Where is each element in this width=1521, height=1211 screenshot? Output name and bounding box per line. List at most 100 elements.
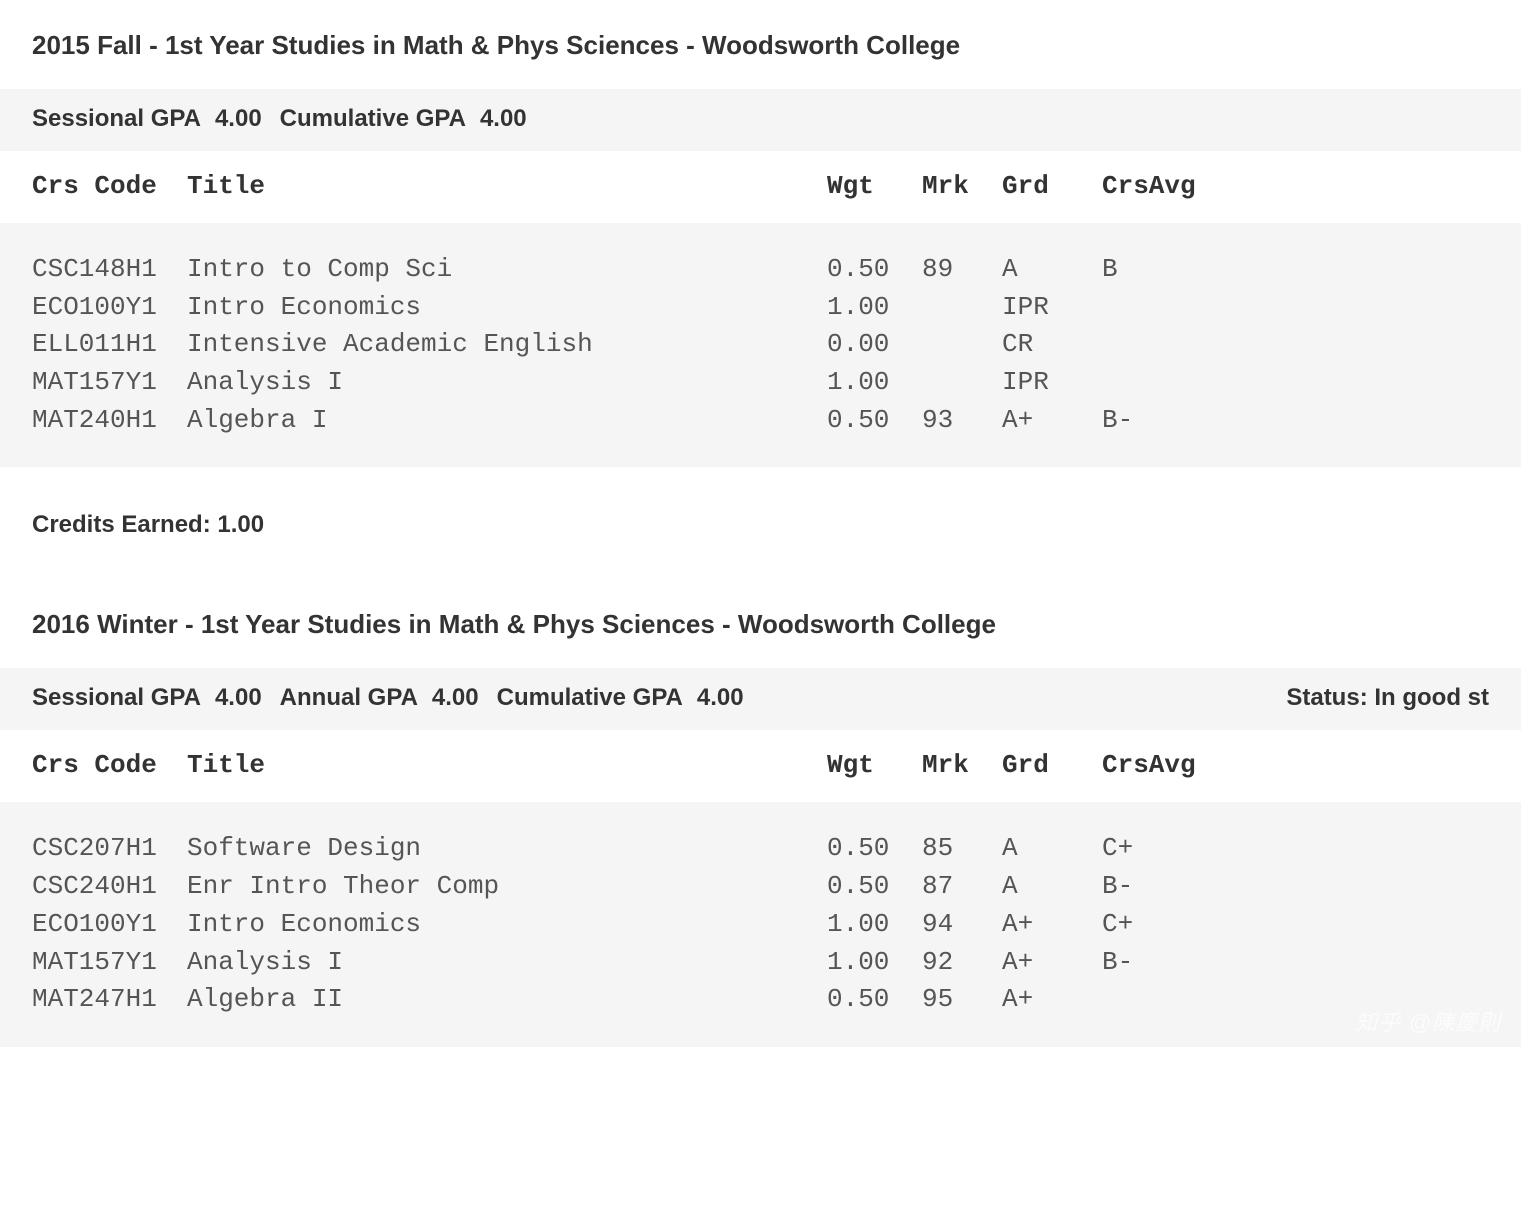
term-heading: 2015 Fall - 1st Year Studies in Math & P… [0, 0, 1521, 89]
cell-grd: A+ [1002, 906, 1102, 944]
header-title: Title [187, 750, 827, 780]
cell-crsavg [1102, 981, 1212, 1019]
gpa-label: Cumulative GPA [497, 684, 683, 712]
cell-grd: IPR [1002, 289, 1102, 327]
table-row: MAT240H1Algebra I0.5093A+B- [32, 402, 1489, 440]
gpa-label: Sessional GPA [32, 105, 201, 133]
cell-mrk [922, 289, 1002, 327]
header-grd: Grd [1002, 171, 1102, 201]
table-row: ECO100Y1Intro Economics1.00 IPR [32, 289, 1489, 327]
cell-title: Intro to Comp Sci [187, 251, 827, 289]
cell-code: CSC148H1 [32, 251, 187, 289]
gpa-value: 4.00 [480, 105, 527, 133]
term-block: 2016 Winter - 1st Year Studies in Math &… [0, 579, 1521, 1046]
table-row: ELL011H1Intensive Academic English0.00 CR [32, 326, 1489, 364]
cell-crsavg: B- [1102, 944, 1212, 982]
cell-crsavg: B- [1102, 402, 1212, 440]
cell-code: MAT157Y1 [32, 364, 187, 402]
cell-code: ECO100Y1 [32, 906, 187, 944]
cell-mrk [922, 326, 1002, 364]
header-code: Crs Code [32, 750, 187, 780]
table-body: CSC148H1Intro to Comp Sci0.5089ABECO100Y… [0, 223, 1521, 467]
cell-mrk: 95 [922, 981, 1002, 1019]
gpa-label: Sessional GPA [32, 684, 201, 712]
header-wgt: Wgt [827, 750, 922, 780]
gpa-segment: Cumulative GPA4.00 [280, 105, 545, 133]
cell-grd: A+ [1002, 402, 1102, 440]
cell-crsavg: B [1102, 251, 1212, 289]
gpa-left-group: Sessional GPA4.00Cumulative GPA4.00 [32, 105, 545, 133]
cell-grd: IPR [1002, 364, 1102, 402]
cell-mrk: 94 [922, 906, 1002, 944]
gpa-segment: Cumulative GPA 4.00 [497, 684, 762, 712]
cell-wgt: 1.00 [827, 906, 922, 944]
cell-title: Software Design [187, 830, 827, 868]
term-block: 2015 Fall - 1st Year Studies in Math & P… [0, 0, 1521, 559]
cell-title: Enr Intro Theor Comp [187, 868, 827, 906]
gpa-segment: Annual GPA4.00 [280, 684, 497, 712]
cell-crsavg: C+ [1102, 906, 1212, 944]
header-mrk: Mrk [922, 750, 1002, 780]
cell-wgt: 0.50 [827, 402, 922, 440]
cell-grd: A [1002, 251, 1102, 289]
cell-wgt: 1.00 [827, 944, 922, 982]
cell-wgt: 0.50 [827, 251, 922, 289]
header-wgt: Wgt [827, 171, 922, 201]
cell-crsavg: B- [1102, 868, 1212, 906]
gpa-left-group: Sessional GPA4.00Annual GPA4.00Cumulativ… [32, 684, 762, 712]
header-code: Crs Code [32, 171, 187, 201]
cell-mrk: 93 [922, 402, 1002, 440]
gpa-value: 4.00 [432, 684, 479, 712]
table-header-row: Crs CodeTitleWgtMrkGrdCrsAvg [0, 151, 1521, 223]
cell-crsavg [1102, 326, 1212, 364]
cell-mrk: 89 [922, 251, 1002, 289]
table-row: MAT157Y1Analysis I1.0092A+B- [32, 944, 1489, 982]
header-mrk: Mrk [922, 171, 1002, 201]
cell-code: MAT240H1 [32, 402, 187, 440]
cell-grd: A+ [1002, 981, 1102, 1019]
term-heading: 2016 Winter - 1st Year Studies in Math &… [0, 579, 1521, 668]
status-text: Status: In good st [1286, 684, 1489, 712]
cell-code: ECO100Y1 [32, 289, 187, 327]
gpa-segment: Sessional GPA4.00 [32, 684, 280, 712]
cell-wgt: 0.50 [827, 868, 922, 906]
gpa-value: 4.00 [697, 684, 744, 712]
cell-title: Intro Economics [187, 289, 827, 327]
cell-mrk: 87 [922, 868, 1002, 906]
table-row: CSC207H1Software Design0.5085AC+ [32, 830, 1489, 868]
table-row: ECO100Y1Intro Economics1.0094A+C+ [32, 906, 1489, 944]
cell-grd: A [1002, 830, 1102, 868]
cell-title: Algebra II [187, 981, 827, 1019]
cell-mrk [922, 364, 1002, 402]
gpa-segment: Sessional GPA 4.00 [32, 105, 280, 133]
cell-title: Algebra I [187, 402, 827, 440]
cell-code: CSC207H1 [32, 830, 187, 868]
gpa-bar: Sessional GPA4.00Annual GPA4.00Cumulativ… [0, 668, 1521, 730]
gpa-bar: Sessional GPA4.00Cumulative GPA4.00 [0, 89, 1521, 151]
table-row: CSC240H1Enr Intro Theor Comp0.5087AB- [32, 868, 1489, 906]
header-grd: Grd [1002, 750, 1102, 780]
gpa-value: 4.00 [215, 105, 262, 133]
cell-wgt: 0.50 [827, 981, 922, 1019]
cell-title: Intro Economics [187, 906, 827, 944]
cell-mrk: 92 [922, 944, 1002, 982]
cell-code: ELL011H1 [32, 326, 187, 364]
cell-mrk: 85 [922, 830, 1002, 868]
cell-grd: A [1002, 868, 1102, 906]
table-row: MAT247H1Algebra II0.5095A+ [32, 981, 1489, 1019]
cell-wgt: 1.00 [827, 289, 922, 327]
cell-wgt: 0.00 [827, 326, 922, 364]
cell-title: Intensive Academic English [187, 326, 827, 364]
cell-crsavg [1102, 364, 1212, 402]
cell-crsavg [1102, 289, 1212, 327]
cell-grd: CR [1002, 326, 1102, 364]
cell-title: Analysis I [187, 944, 827, 982]
cell-wgt: 0.50 [827, 830, 922, 868]
header-crsavg: CrsAvg [1102, 750, 1212, 780]
cell-wgt: 1.00 [827, 364, 922, 402]
cell-code: MAT247H1 [32, 981, 187, 1019]
cell-code: CSC240H1 [32, 868, 187, 906]
cell-grd: A+ [1002, 944, 1102, 982]
header-title: Title [187, 171, 827, 201]
table-row: CSC148H1Intro to Comp Sci0.5089AB [32, 251, 1489, 289]
